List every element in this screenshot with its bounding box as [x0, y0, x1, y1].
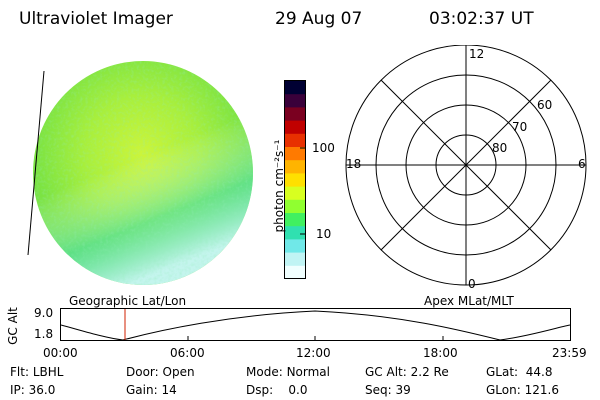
colorbar-band	[285, 133, 305, 148]
info-gain: Gain: 14	[126, 383, 177, 397]
polar-grid	[345, 45, 587, 286]
colorbar-band	[285, 147, 305, 161]
track-xtick-1800: 18:00	[423, 346, 458, 360]
colorbar-band	[285, 81, 305, 95]
track-ytick-9: 9.0	[34, 306, 54, 320]
info-glat: GLat: 44.8	[486, 365, 553, 379]
track-xtick-2359: 23:59	[552, 346, 587, 360]
track-xtick-0000: 00:00	[43, 346, 78, 360]
colorbar-unit-label: photon cm⁻²s⁻¹	[272, 139, 286, 233]
info-flt: Flt: LBHL	[10, 365, 64, 379]
info-ip: IP: 36.0	[10, 383, 56, 397]
info-door: Door: Open	[126, 365, 195, 379]
info-gcalt: GC Alt: 2.2 Re	[365, 365, 449, 379]
colorbar-band	[285, 239, 305, 254]
mlat-80: 80	[492, 141, 508, 155]
info-glon: GLon: 121.6	[486, 383, 559, 397]
info-dsp: Dsp: 0.0	[246, 383, 308, 397]
colorbar-band	[285, 265, 305, 280]
orbit-track	[60, 308, 571, 341]
colorbar-band	[285, 107, 305, 122]
track-ytick-1.8: 1.8	[34, 327, 54, 341]
track-left-title: Geographic Lat/Lon	[69, 294, 187, 308]
info-seq: Seq: 39	[365, 383, 411, 397]
mlt-6: 6	[578, 157, 586, 171]
track-right-title: Apex MLat/MLT	[424, 294, 514, 308]
mlt-18: 18	[346, 157, 362, 171]
mlt-0: 0	[468, 277, 476, 291]
colorbar-band	[285, 226, 305, 240]
colorbar-band	[285, 252, 305, 267]
mlat-60: 60	[537, 98, 553, 112]
colorbar-band	[285, 213, 305, 227]
colorbar-tick-10: 10	[316, 227, 332, 241]
colorbar-band	[285, 199, 305, 214]
colorbar-band	[285, 120, 305, 135]
date-label: 29 Aug 07	[275, 9, 363, 29]
info-mode: Mode: Normal	[246, 365, 330, 379]
mlt-12: 12	[469, 47, 485, 61]
colorbar-band	[285, 173, 305, 188]
colorbar-band	[285, 160, 305, 174]
colorbar-band	[285, 186, 305, 201]
track-xtick-0600: 06:00	[170, 346, 205, 360]
auroral-image	[27, 61, 253, 285]
color-bar	[284, 80, 306, 280]
track-xtick-1200: 12:00	[296, 346, 331, 360]
mlat-70: 70	[512, 120, 528, 134]
colorbar-tick-100: 100	[312, 141, 335, 155]
instrument-title: Ultraviolet Imager	[19, 9, 173, 29]
time-label: 03:02:37 UT	[429, 9, 534, 29]
colorbar-band	[285, 94, 305, 108]
track-y-label: GC Alt	[5, 307, 20, 345]
